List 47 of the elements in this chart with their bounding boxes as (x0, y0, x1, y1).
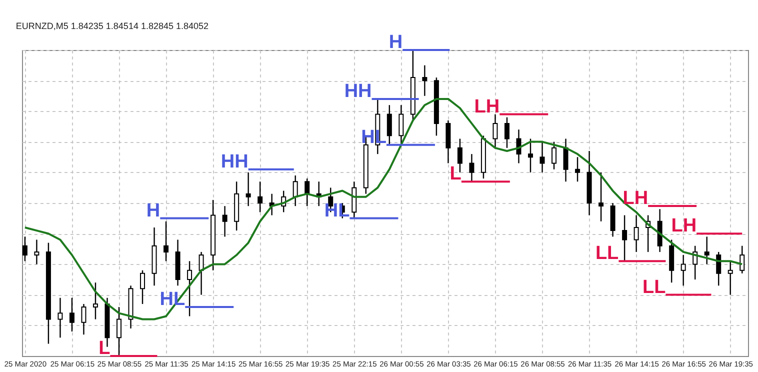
candlestick (258, 180, 263, 213)
series-label: LH (474, 96, 500, 118)
candlestick (528, 138, 533, 173)
candlestick (292, 174, 298, 207)
series-label: LL (595, 243, 620, 264)
candlestick (58, 297, 63, 338)
candlestick (81, 303, 86, 336)
chart-title: EURNZD,M5 1.84235 1.84514 1.82845 1.84052 (16, 21, 209, 31)
candlestick (34, 239, 40, 265)
candlestick (222, 205, 228, 238)
candlestick (469, 153, 474, 182)
candlestick (246, 172, 251, 207)
candlestick (504, 116, 510, 149)
candlestick (69, 297, 74, 332)
candlestick (492, 114, 498, 149)
candlestick (704, 236, 710, 265)
series-label: LH (671, 216, 697, 237)
candlestick (198, 251, 204, 296)
candlestick (164, 220, 169, 262)
candlestick (22, 236, 28, 262)
candlestick (304, 178, 310, 207)
series-label: HH (344, 80, 372, 102)
candlestick (92, 282, 98, 320)
candlestick (716, 251, 722, 286)
candlestick (598, 172, 604, 222)
series-label: H (388, 32, 403, 53)
series-label: L (98, 338, 111, 359)
series-label: L (450, 164, 462, 185)
candlestick (422, 64, 428, 96)
candlestick (552, 141, 557, 170)
candlestick (398, 104, 404, 146)
candlestick (563, 138, 568, 182)
candlestick (540, 141, 545, 173)
candlestick (740, 245, 745, 274)
candlestick (116, 306, 122, 357)
series-label: LH (622, 188, 648, 210)
candlestick (386, 104, 392, 146)
candlestick (187, 260, 192, 317)
candlestick (728, 260, 733, 296)
candlestick (680, 254, 686, 286)
series-label: HH (220, 151, 248, 172)
series-label: LL (642, 276, 666, 298)
series-label: H (146, 200, 160, 222)
candlestick (140, 270, 146, 305)
candlestick (622, 214, 628, 262)
candlestick (575, 156, 580, 182)
candlestick (634, 214, 639, 253)
